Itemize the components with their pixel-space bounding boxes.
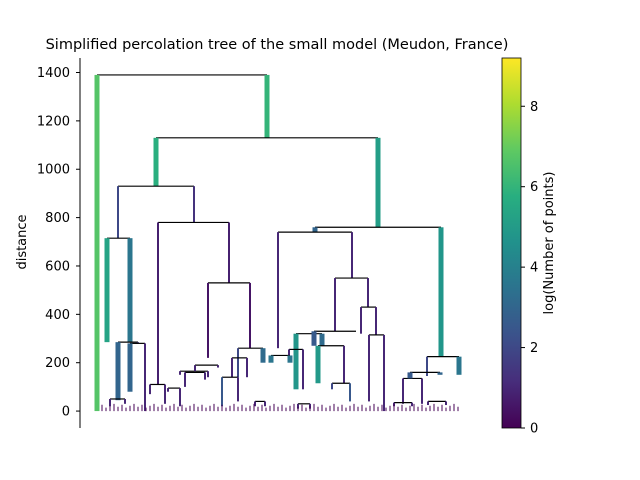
y-tick-label: 1200: [37, 114, 70, 129]
dendrogram-branch: [217, 365, 219, 368]
dendrogram-branch: [437, 372, 443, 375]
dendrogram-branch: [302, 349, 304, 390]
dendrogram-branch: [331, 383, 333, 390]
dendrogram-branch: [153, 137, 159, 187]
dendrogram-branch: [207, 371, 209, 378]
colorbar-label: log(Number of points): [542, 172, 557, 315]
dendrogram-branch: [438, 227, 444, 357]
dendrogram-branch: [194, 365, 196, 372]
dendrogram-branch: [137, 342, 139, 344]
dendrogram-plot-area: [94, 74, 462, 412]
dendrogram-branch: [311, 331, 317, 346]
dendrogram-branch: [207, 282, 209, 358]
dendrogram-branch: [407, 372, 413, 379]
dendrogram-branch: [268, 355, 274, 363]
dendrogram-branch: [193, 186, 195, 223]
colorbar-tick-label: 2: [530, 341, 538, 356]
colorbar-tick-label: 8: [530, 100, 538, 115]
dendrogram-branch: [334, 278, 336, 332]
dendrogram-branch: [421, 378, 423, 404]
dendrogram-branch: [237, 348, 239, 378]
colorbar-tick-label: 6: [530, 180, 538, 195]
dendrogram-branch: [167, 388, 169, 392]
y-tick-label: 600: [45, 259, 70, 274]
y-tick-label: 800: [45, 211, 70, 226]
y-tick-label: 1400: [37, 66, 70, 81]
dendrogram-branch: [351, 232, 353, 279]
dendrogram-branch: [411, 402, 413, 407]
dendrogram-branch: [109, 398, 111, 407]
dendrogram-branch: [231, 357, 233, 378]
dendrogram-branch: [383, 334, 385, 412]
dendrogram-branch: [277, 232, 279, 349]
dendrogram-branch: [237, 377, 239, 402]
dendrogram-branch: [426, 356, 428, 377]
dendrogram-branch: [144, 343, 146, 412]
y-tick-label: 400: [45, 308, 70, 323]
dendrogram-branch: [204, 372, 206, 380]
dendrogram-branch: [127, 238, 133, 343]
dendrogram-branch: [179, 371, 181, 375]
dendrogram-branch: [127, 343, 133, 392]
colorbar: 0 2 4 6 8: [501, 57, 538, 437]
dendrogram-branch: [368, 334, 370, 402]
dendrogram-branch: [246, 357, 248, 378]
dendrogram-branch: [427, 401, 429, 406]
dendrogram-branch: [249, 282, 251, 349]
dendrogram-branch: [260, 348, 266, 363]
dendrogram-branch: [179, 388, 181, 407]
dendrogram-branch: [349, 383, 351, 402]
dendrogram-branch: [264, 401, 266, 407]
y-tick-label: 1000: [37, 163, 70, 178]
dendrogram-branch: [297, 403, 299, 409]
y-axis: 0 200 400 600 800 1000 1200 1400: [37, 58, 81, 428]
dendrogram-branch: [149, 384, 151, 395]
dendrogram-branch: [287, 355, 293, 363]
dendrogram-branch: [319, 333, 325, 346]
dendrogram-branch: [104, 238, 110, 343]
dendrogram-branch: [157, 222, 159, 385]
dendrogram-branch: [124, 398, 126, 404]
dendrogram-branch: [184, 372, 186, 387]
dendrogram-branch: [94, 74, 100, 412]
dendrogram-branch: [402, 378, 404, 404]
dendrogram-branch: [312, 227, 318, 233]
dendrogram-branch: [293, 333, 299, 390]
dendrogram-branch: [445, 401, 447, 406]
y-tick-label: 200: [45, 356, 70, 371]
dendrogram-branch: [360, 307, 362, 334]
dendrogram-branch: [367, 278, 369, 308]
colorbar-gradient: [501, 57, 522, 429]
colorbar-tick-label: 4: [530, 261, 538, 276]
dendrogram-branch: [228, 222, 230, 283]
colorbar-tick-label: 0: [530, 422, 538, 437]
y-tick-label: 0: [62, 405, 70, 420]
dendrogram-branch: [115, 342, 121, 401]
dendrogram-branch: [288, 349, 290, 356]
chart-title: Simplified percolation tree of the small…: [46, 37, 509, 53]
dendrogram-branch: [375, 307, 377, 335]
dendrogram-branch: [343, 345, 345, 384]
dendrogram-branch: [164, 384, 166, 404]
dendrogram-branch: [221, 377, 223, 407]
dendrogram-branch: [264, 74, 270, 138]
dendrogram-branch: [315, 345, 321, 384]
dendrogram-branch: [117, 186, 119, 239]
y-axis-label: distance: [15, 214, 30, 269]
dendrogram-branch: [375, 137, 381, 228]
dendrogram-branch: [456, 356, 462, 375]
dendrogram-branch: [254, 401, 256, 407]
